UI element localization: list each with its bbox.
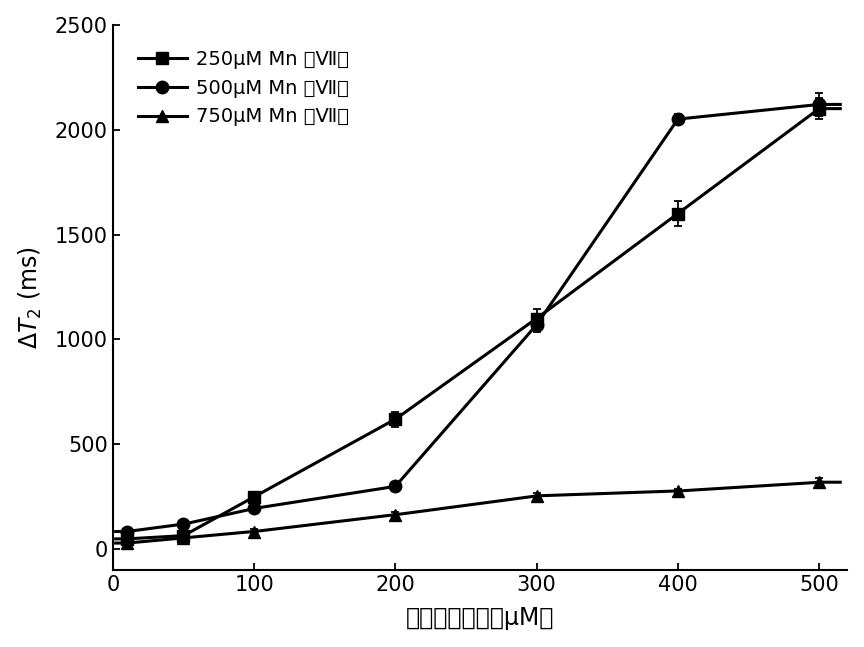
Legend: 250μM Mn （Ⅶ）, 500μM Mn （Ⅶ）, 750μM Mn （Ⅶ）: 250μM Mn （Ⅶ）, 500μM Mn （Ⅶ）, 750μM Mn （Ⅶ） bbox=[123, 34, 365, 142]
Y-axis label: $\Delta T_2$ (ms): $\Delta T_2$ (ms) bbox=[16, 246, 44, 349]
X-axis label: 抗坏血酸浓度（μM）: 抗坏血酸浓度（μM） bbox=[406, 606, 555, 630]
